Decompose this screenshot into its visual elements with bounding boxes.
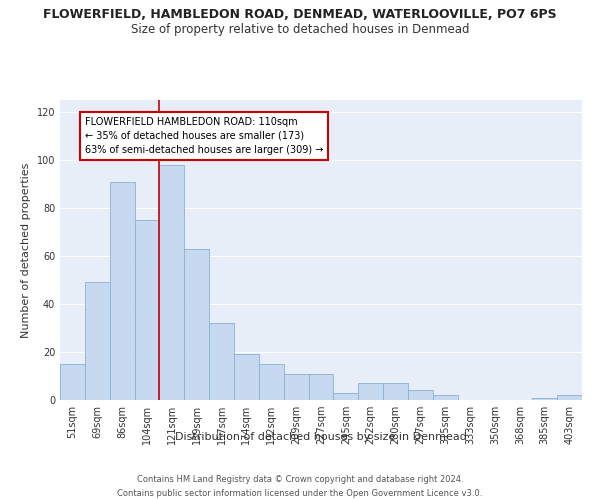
Bar [334,393,358,400]
Bar [184,249,209,400]
Y-axis label: Number of detached properties: Number of detached properties [21,162,31,338]
Bar [209,323,234,400]
Bar [408,390,433,400]
Bar [532,398,557,400]
Bar [308,374,334,400]
Bar [234,354,259,400]
Bar [60,364,85,400]
Bar [433,395,458,400]
Text: Size of property relative to detached houses in Denmead: Size of property relative to detached ho… [131,22,469,36]
Bar [284,374,308,400]
Text: FLOWERFIELD, HAMBLEDON ROAD, DENMEAD, WATERLOOVILLE, PO7 6PS: FLOWERFIELD, HAMBLEDON ROAD, DENMEAD, WA… [43,8,557,20]
Text: Contains HM Land Registry data © Crown copyright and database right 2024.
Contai: Contains HM Land Registry data © Crown c… [118,476,482,498]
Text: Distribution of detached houses by size in Denmead: Distribution of detached houses by size … [175,432,467,442]
Bar [259,364,284,400]
Bar [358,383,383,400]
Bar [160,165,184,400]
Bar [557,395,582,400]
Bar [134,220,160,400]
Text: FLOWERFIELD HAMBLEDON ROAD: 110sqm
← 35% of detached houses are smaller (173)
63: FLOWERFIELD HAMBLEDON ROAD: 110sqm ← 35%… [85,117,323,155]
Bar [85,282,110,400]
Bar [110,182,134,400]
Bar [383,383,408,400]
